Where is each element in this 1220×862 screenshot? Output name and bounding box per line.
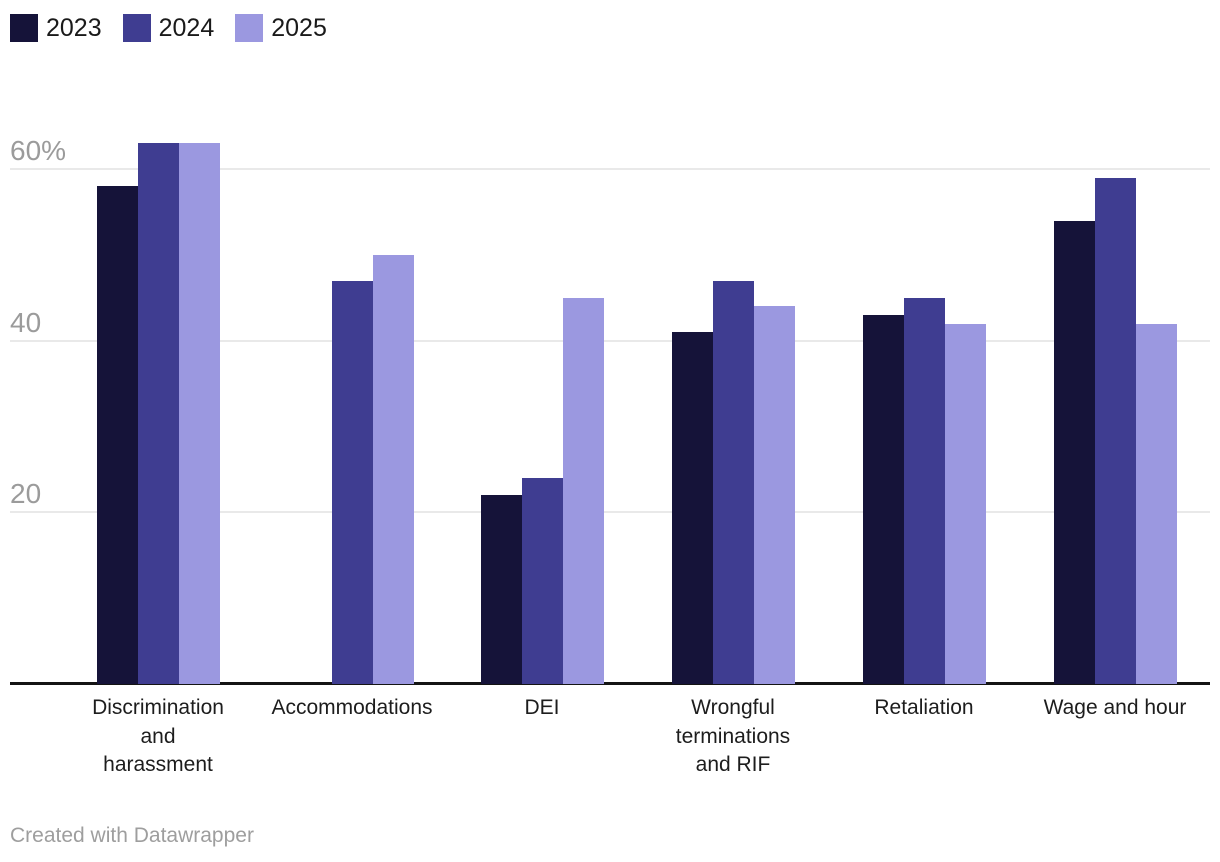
legend-swatch-2024 (122, 14, 151, 42)
datawrapper-credit-link[interactable]: Created with Datawrapper (10, 824, 254, 847)
bar-2024-category-3[interactable] (521, 478, 563, 684)
bar-2024-category-5[interactable] (903, 297, 945, 684)
bar-2025-category-6[interactable] (1135, 323, 1177, 684)
y-tick-label-40: 40 (10, 306, 42, 338)
gridline-40 (10, 339, 1210, 342)
category-label-5: Retaliation (874, 696, 974, 719)
legend-label-2023: 2023 (46, 14, 102, 42)
legend-item-2023: 2023 (10, 14, 102, 42)
bar-2025-category-2[interactable] (372, 255, 414, 684)
bar-2024-category-4[interactable] (712, 280, 754, 684)
category-label-6: Wage and hour (1043, 696, 1187, 719)
legend-label-2024: 2024 (158, 14, 215, 42)
bar-2023-category-5[interactable] (862, 315, 904, 684)
category-label-4: Wrongful terminations and RIF (675, 696, 791, 776)
legend-label-2025: 2025 (271, 14, 327, 42)
x-axis-line (10, 682, 1210, 685)
legend-swatch-2023 (10, 14, 38, 42)
bar-2023-category-6[interactable] (1053, 220, 1095, 684)
bar-2023-category-3[interactable] (480, 495, 522, 684)
bar-2025-category-1[interactable] (178, 143, 220, 684)
legend-item-2025: 2025 (235, 14, 327, 42)
legend-item-2024: 2024 (122, 14, 215, 42)
bar-2025-category-3[interactable] (562, 297, 604, 684)
bar-2024-category-6[interactable] (1094, 177, 1136, 684)
category-label-2: Accommodations (271, 696, 433, 719)
bar-2024-category-2[interactable] (331, 280, 373, 684)
y-tick-label-60: 60% (10, 135, 67, 167)
legend: 2023 2024 2025 (10, 14, 348, 42)
bar-2025-category-5[interactable] (944, 323, 986, 684)
gridline-20 (10, 511, 1210, 514)
legend-swatch-2025 (235, 14, 264, 42)
bar-2023-category-4[interactable] (671, 332, 713, 684)
bar-2024-category-1[interactable] (137, 143, 179, 684)
gridline-60 (10, 168, 1210, 171)
y-tick-label-20: 20 (10, 478, 42, 510)
category-label-1: Discrimination and harassment (92, 696, 224, 776)
category-label-3: DEI (524, 696, 560, 719)
bar-2025-category-4[interactable] (753, 306, 795, 684)
bar-2023-category-1[interactable] (96, 186, 138, 684)
